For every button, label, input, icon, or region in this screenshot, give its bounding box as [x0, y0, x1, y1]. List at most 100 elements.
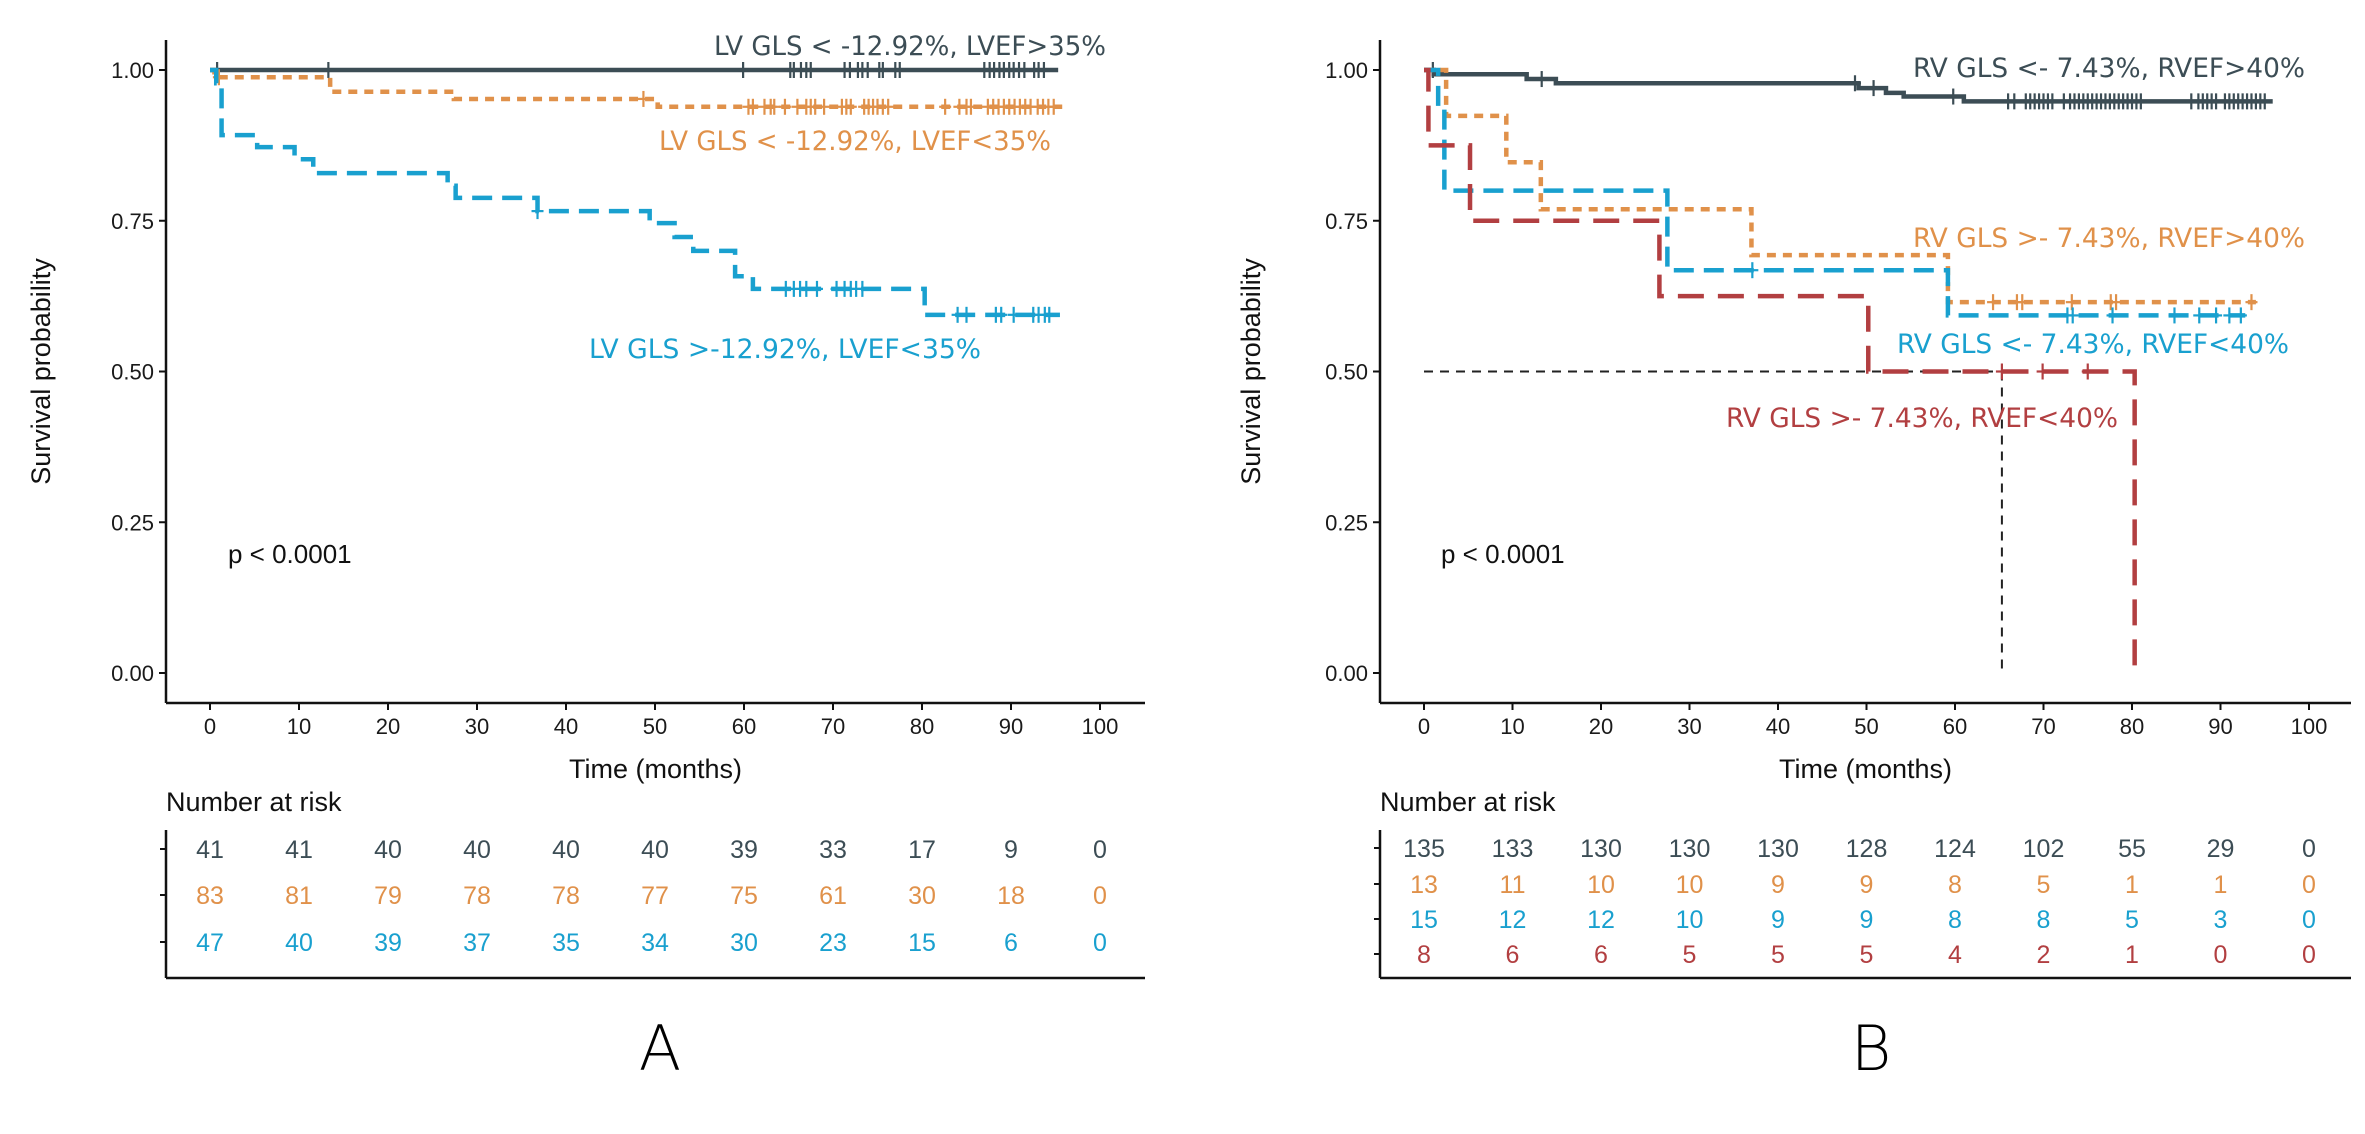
risk-count: 33 — [819, 836, 847, 864]
x-tick-label: 70 — [821, 714, 845, 739]
risk-count: 133 — [1492, 835, 1534, 863]
risk-count: 130 — [1580, 835, 1622, 863]
risk-count: 78 — [552, 882, 580, 910]
p-value: p < 0.0001 — [1441, 539, 1565, 569]
x-tick-label: 60 — [732, 714, 756, 739]
risk-count: 12 — [1587, 906, 1615, 934]
x-axis-title: Time (months) — [1779, 754, 1952, 784]
risk-count: 55 — [2118, 835, 2146, 863]
risk-count: 47 — [196, 929, 224, 957]
x-tick-label: 60 — [1943, 714, 1967, 739]
risk-count: 40 — [285, 929, 313, 957]
y-tick-label: 0.75 — [1325, 209, 1368, 234]
risk-count: 11 — [1500, 871, 1526, 899]
y-tick-label: 0.25 — [1325, 510, 1368, 535]
risk-count: 61 — [819, 882, 847, 910]
risk-count: 75 — [730, 882, 758, 910]
risk-count: 41 — [285, 836, 313, 864]
x-tick-label: 40 — [554, 714, 578, 739]
risk-count: 0 — [1093, 929, 1107, 957]
risk-count: 18 — [997, 882, 1025, 910]
survival-curve-3 — [1424, 67, 2246, 318]
x-tick-label: 100 — [1082, 714, 1119, 739]
risk-count: 130 — [1669, 835, 1711, 863]
risk-count: 30 — [730, 929, 758, 957]
x-tick-label: 90 — [999, 714, 1023, 739]
risk-count: 8 — [1948, 871, 1962, 899]
risk-count: 15 — [908, 929, 936, 957]
risk-count: 1 — [2125, 871, 2139, 899]
y-tick-label: 0.75 — [111, 209, 154, 234]
y-tick-label: 0.50 — [111, 360, 154, 385]
x-tick-label: 20 — [1589, 714, 1613, 739]
strata-label-4: RV GLS >- 7.43%, RVEF<40% — [1726, 403, 2118, 434]
risk-count: 23 — [819, 929, 847, 957]
risk-count: 8 — [1417, 941, 1431, 969]
risk-count: 30 — [908, 882, 936, 910]
risk-count: 10 — [1587, 871, 1615, 899]
risk-count: 3 — [2214, 906, 2228, 934]
y-tick-label: 0.00 — [1325, 661, 1368, 686]
risk-count: 9 — [1860, 871, 1874, 899]
risk-count: 17 — [908, 836, 936, 864]
survival-curve-4 — [1424, 67, 2137, 673]
risk-count: 8 — [2037, 906, 2051, 934]
risk-count: 39 — [730, 836, 758, 864]
panel-b: 0.000.250.500.751.000 10 20 30 40 50 60 70 80 90 1… — [1236, 40, 2351, 1085]
risk-count: 5 — [1683, 941, 1697, 969]
panel-letter: A — [639, 1012, 681, 1085]
risk-count: 8 — [1948, 906, 1962, 934]
risk-count: 135 — [1403, 835, 1445, 863]
risk-count: 5 — [1860, 941, 1874, 969]
x-tick-label: 10 — [1500, 714, 1524, 739]
risk-count: 0 — [2302, 906, 2316, 934]
strata-label-1: LV GLS < -12.92%, LVEF>35% — [714, 31, 1106, 62]
y-tick-label: 1.00 — [111, 58, 154, 83]
risk-count: 0 — [2214, 941, 2228, 969]
risk-count: 39 — [374, 929, 402, 957]
x-tick-label: 40 — [1766, 714, 1790, 739]
risk-count: 124 — [1934, 835, 1976, 863]
risk-count: 37 — [463, 929, 491, 957]
risk-count: 34 — [641, 929, 669, 957]
risk-count: 10 — [1676, 871, 1704, 899]
panel-letter: B — [1851, 1012, 1892, 1085]
x-tick-label: 0 — [1418, 714, 1430, 739]
strata-label-2: RV GLS >- 7.43%, RVEF>40% — [1913, 223, 2305, 254]
x-tick-label: 80 — [2120, 714, 2144, 739]
risk-count: 6 — [1594, 941, 1608, 969]
risk-count: 6 — [1004, 929, 1018, 957]
risk-count: 41 — [196, 836, 224, 864]
risk-count: 5 — [1771, 941, 1785, 969]
strata-label-3: LV GLS >-12.92%, LVEF<35% — [589, 334, 981, 365]
risk-count: 13 — [1410, 871, 1438, 899]
x-tick-label: 50 — [643, 714, 667, 739]
x-axis-title: Time (months) — [569, 754, 742, 784]
x-tick-label: 10 — [287, 714, 311, 739]
risk-count: 0 — [2302, 871, 2316, 899]
risk-count: 81 — [285, 882, 313, 910]
x-tick-label: 20 — [376, 714, 400, 739]
survival-curve-1 — [1424, 67, 2273, 104]
risk-count: 1 — [2214, 871, 2228, 899]
survival-curve-3 — [210, 67, 1060, 318]
y-axis-title: Survival probability — [26, 258, 56, 485]
risk-count: 5 — [2037, 871, 2051, 899]
risk-count: 78 — [463, 882, 491, 910]
risk-count: 10 — [1676, 906, 1704, 934]
y-axis-title: Survival probability — [1236, 258, 1266, 485]
risk-count: 9 — [1860, 906, 1874, 934]
x-tick-label: 30 — [1677, 714, 1701, 739]
strata-label-1: RV GLS <- 7.43%, RVEF>40% — [1913, 53, 2305, 84]
risk-count: 2 — [2037, 941, 2051, 969]
x-tick-label: 50 — [1854, 714, 1878, 739]
survival-curve-2 — [1424, 67, 2256, 305]
y-tick-label: 0.25 — [111, 510, 154, 535]
risk-count: 40 — [374, 836, 402, 864]
y-tick-label: 0.50 — [1325, 360, 1368, 385]
risk-count: 40 — [641, 836, 669, 864]
risk-count: 29 — [2207, 835, 2235, 863]
risk-count: 5 — [2125, 906, 2139, 934]
x-tick-label: 90 — [2208, 714, 2232, 739]
